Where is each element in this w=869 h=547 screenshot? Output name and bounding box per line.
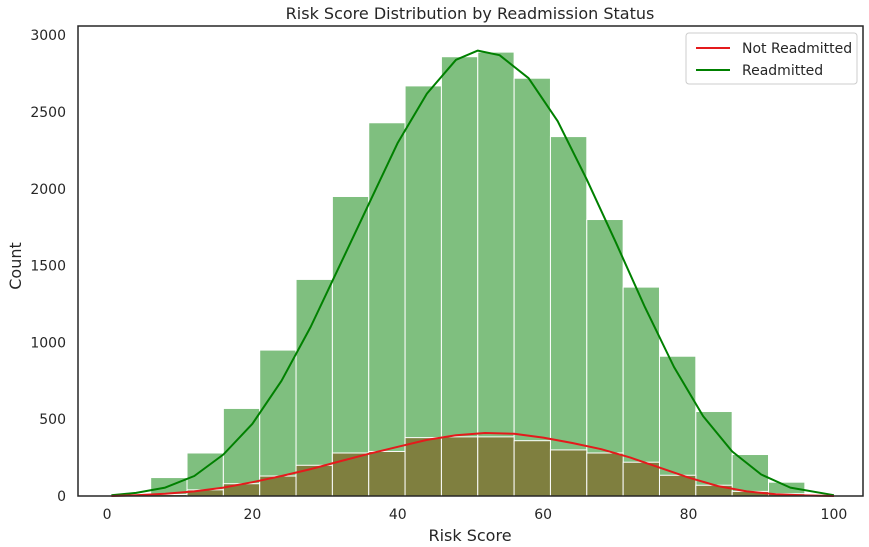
bar-not-readmitted: [440, 436, 479, 497]
bar-not-readmitted: [368, 450, 406, 497]
bar-not-readmitted: [222, 483, 261, 497]
legend-label: Not Readmitted: [742, 41, 852, 57]
bar-not-readmitted: [622, 461, 660, 497]
x-tick-label: 100: [821, 507, 848, 523]
kde-line-readmitted: [111, 49, 835, 497]
chart-title: Risk Score Distribution by Readmission S…: [286, 4, 655, 23]
not-readmitted-bars: [150, 436, 806, 497]
readmitted-bars: [150, 51, 806, 497]
kde-lines: [111, 49, 835, 497]
bar-not-readmitted: [477, 436, 515, 497]
bar-not-readmitted: [295, 464, 333, 497]
y-axis-label: Count: [6, 242, 25, 290]
bar-not-readmitted: [586, 452, 624, 497]
bar-readmitted: [695, 411, 733, 497]
y-tick-label: 3000: [30, 28, 66, 44]
x-axis-ticks: 0 20 40 60 80 100: [103, 507, 848, 523]
bar-not-readmitted: [331, 452, 370, 497]
y-tick-label: 1000: [30, 335, 66, 351]
kde-line-not-readmitted: [111, 432, 834, 497]
y-tick-label: 500: [39, 412, 66, 428]
bar-readmitted: [658, 355, 697, 497]
x-tick-label: 60: [534, 507, 552, 523]
bar-readmitted: [477, 51, 515, 497]
x-tick-label: 20: [244, 507, 262, 523]
bar-readmitted: [513, 77, 551, 497]
y-tick-label: 2500: [30, 105, 66, 121]
legend-box: [685, 32, 858, 85]
y-tick-label: 1500: [30, 259, 66, 275]
bar-readmitted: [295, 278, 333, 497]
bar-readmitted: [259, 349, 297, 497]
bar-not-readmitted: [404, 437, 442, 497]
plot-frame: [77, 25, 864, 497]
bar-not-readmitted: [513, 440, 551, 497]
bar-readmitted: [440, 56, 479, 497]
bar-readmitted: [368, 122, 406, 497]
y-axis-ticks: 0 500 1000 1500 2000 2500 3000: [30, 28, 66, 505]
x-tick-label: 0: [103, 507, 112, 523]
legend: Not Readmitted Readmitted: [685, 32, 858, 85]
bar-not-readmitted: [549, 449, 588, 497]
y-tick-label: 2000: [30, 182, 66, 198]
y-tick-label: 0: [57, 489, 66, 505]
x-axis-label: Risk Score: [428, 526, 511, 545]
bar-readmitted: [404, 85, 442, 497]
x-tick-label: 80: [680, 507, 698, 523]
legend-label: Readmitted: [742, 63, 823, 79]
x-tick-label: 40: [389, 507, 407, 523]
